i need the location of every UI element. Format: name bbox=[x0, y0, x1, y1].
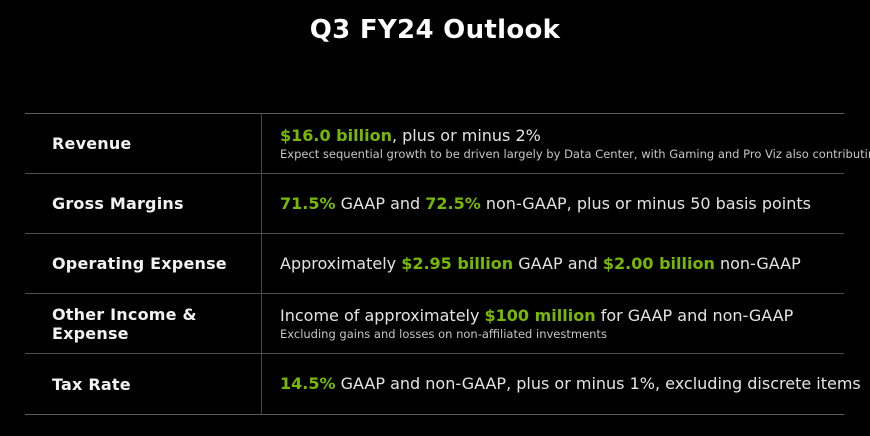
table-row: Operating Expense Approximately $2.95 bi… bbox=[25, 234, 844, 294]
value-highlight: 72.5% bbox=[425, 193, 481, 213]
value-highlight: $2.00 billion bbox=[602, 253, 715, 273]
row-label: Operating Expense bbox=[25, 234, 262, 293]
value-highlight: $100 million bbox=[484, 305, 596, 325]
table-row: Tax Rate 14.5% GAAP and non-GAAP, plus o… bbox=[25, 354, 861, 414]
table-row: Other Income & Expense Income of approxi… bbox=[25, 294, 844, 354]
slide-title: Q3 FY24 Outlook bbox=[309, 15, 561, 45]
row-note: Excluding gains and losses on non-affili… bbox=[280, 326, 607, 341]
value-text: GAAP and non-GAAP, plus or minus 1%, exc… bbox=[335, 374, 861, 394]
value-highlight: 71.5% bbox=[280, 193, 336, 213]
value-highlight: $16.0 billion bbox=[280, 125, 392, 145]
value-text: , plus or minus 2% bbox=[391, 125, 541, 145]
row-value-text: Income of approximately $100 million for… bbox=[280, 306, 834, 325]
value-text: GAAP and bbox=[335, 193, 426, 213]
value-text: GAAP and bbox=[513, 253, 603, 273]
row-value-text: 14.5% GAAP and non-GAAP, plus or minus 1… bbox=[280, 374, 861, 393]
value-text: Approximately bbox=[280, 253, 402, 273]
value-text: non-GAAP, plus or minus 50 basis points bbox=[480, 193, 811, 213]
value-text: Income of approximately bbox=[280, 305, 485, 325]
value-text: non-GAAP bbox=[714, 253, 801, 273]
table-row: Revenue $16.0 billion, plus or minus 2% … bbox=[25, 114, 870, 174]
row-value: 71.5% GAAP and 72.5% non-GAAP, plus or m… bbox=[262, 174, 844, 233]
table-row: Gross Margins 71.5% GAAP and 72.5% non-G… bbox=[25, 174, 844, 234]
value-highlight: $2.95 billion bbox=[401, 253, 514, 273]
value-highlight: 14.5% bbox=[280, 374, 336, 394]
row-value: $16.0 billion, plus or minus 2% Expect s… bbox=[262, 114, 870, 173]
row-value-text: 71.5% GAAP and 72.5% non-GAAP, plus or m… bbox=[280, 194, 834, 213]
row-label: Revenue bbox=[25, 114, 262, 173]
row-label: Gross Margins bbox=[25, 174, 262, 233]
row-label: Tax Rate bbox=[25, 354, 262, 414]
row-value-text: Approximately $2.95 billion GAAP and $2.… bbox=[280, 254, 834, 273]
value-text: for GAAP and non-GAAP bbox=[595, 305, 794, 325]
row-value-text: $16.0 billion, plus or minus 2% bbox=[280, 126, 870, 145]
row-value: 14.5% GAAP and non-GAAP, plus or minus 1… bbox=[262, 354, 870, 414]
row-label: Other Income & Expense bbox=[25, 294, 262, 353]
row-value: Income of approximately $100 million for… bbox=[262, 294, 844, 353]
row-value: Approximately $2.95 billion GAAP and $2.… bbox=[262, 234, 844, 293]
outlook-table: Revenue $16.0 billion, plus or minus 2% … bbox=[25, 113, 870, 415]
row-note: Expect sequential growth to be driven la… bbox=[280, 146, 870, 161]
